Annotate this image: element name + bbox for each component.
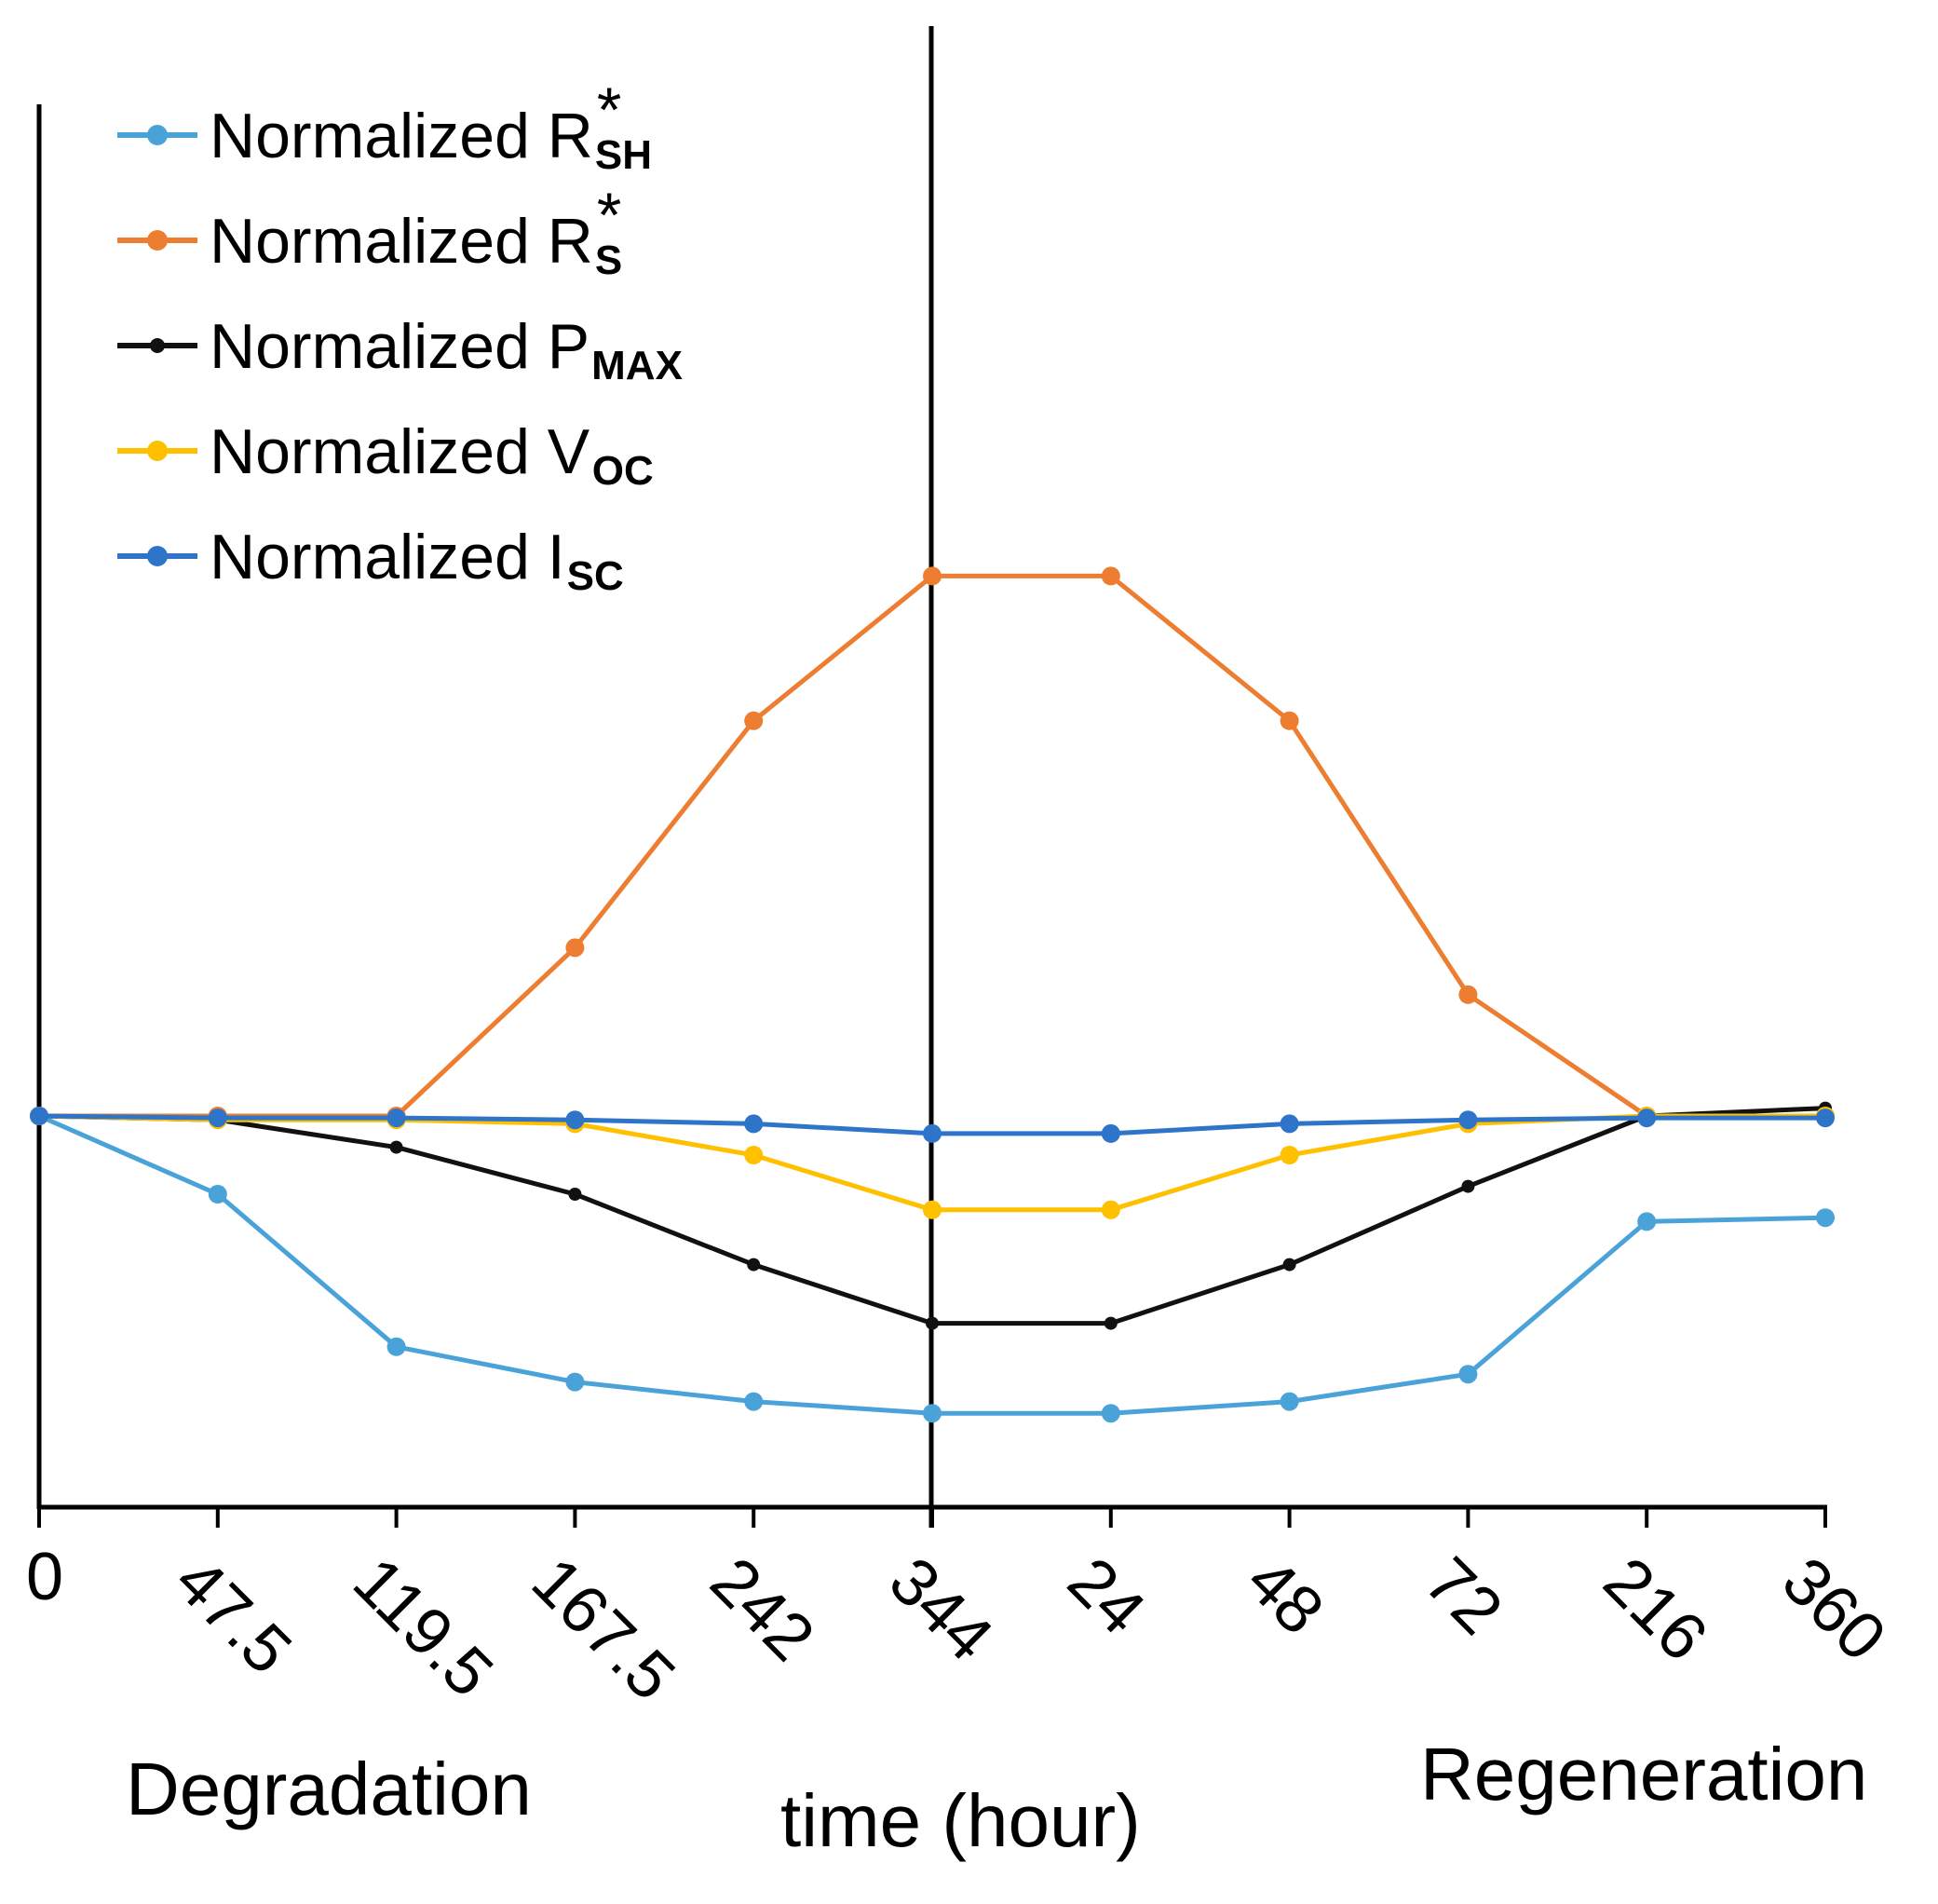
x-tick-label: 242 xyxy=(697,1544,829,1676)
legend-label: Normalized I xyxy=(210,522,565,592)
legend-subscript: SH xyxy=(595,132,652,178)
data-point xyxy=(744,1146,764,1164)
legend-marker xyxy=(147,125,168,145)
x-tick-label: 344 xyxy=(874,1544,1007,1676)
x-tick-label: 119.5 xyxy=(339,1544,507,1711)
section-label-degradation: Degradation xyxy=(126,1748,532,1830)
data-point xyxy=(923,1200,942,1219)
legend-superscript: * xyxy=(597,180,621,251)
legend-subscript: S xyxy=(595,238,622,283)
x-tick-label: 167.5 xyxy=(518,1544,689,1715)
data-point xyxy=(1282,1258,1296,1272)
data-point xyxy=(1816,1208,1835,1228)
section-label-regeneration: Regeneration xyxy=(1420,1733,1867,1816)
data-point xyxy=(1461,1179,1475,1193)
data-point xyxy=(1816,1108,1835,1128)
legend-label: Normalized R xyxy=(210,101,593,171)
data-point xyxy=(386,1108,406,1128)
data-point xyxy=(926,1316,939,1330)
legend-item: Normalized R *SH xyxy=(117,75,652,178)
data-point xyxy=(1458,1365,1478,1384)
legend-label: Normalized V xyxy=(210,416,590,487)
series-0 xyxy=(30,1107,1835,1423)
legend-subscript: SC xyxy=(567,553,624,599)
data-point xyxy=(1101,1200,1120,1219)
legend-marker xyxy=(147,441,168,461)
x-tick-label: 0 xyxy=(26,1540,63,1614)
data-point xyxy=(1280,1114,1299,1134)
x-tick-label: 47.5 xyxy=(160,1544,305,1689)
legend-subscript: MAX xyxy=(591,343,683,388)
data-point xyxy=(923,566,942,586)
legend-item: Normalized R *S xyxy=(117,180,622,283)
data-point xyxy=(1280,1146,1299,1164)
data-point xyxy=(565,1372,585,1392)
legend-item: Normalized P MAX xyxy=(117,311,683,388)
data-point xyxy=(747,1258,761,1272)
legend-item: Normalized V OC xyxy=(117,416,654,494)
x-tick-label: 216 xyxy=(1590,1544,1722,1676)
x-axis-title: time (hour) xyxy=(780,1779,1141,1862)
legend-marker xyxy=(147,230,168,251)
data-point xyxy=(389,1140,403,1154)
legend-marker xyxy=(150,338,165,353)
data-point xyxy=(1637,1108,1657,1128)
x-tick-label: 48 xyxy=(1232,1544,1337,1649)
data-point xyxy=(744,711,764,730)
data-point xyxy=(386,1337,406,1356)
legend-subscript: OC xyxy=(592,448,654,494)
data-point xyxy=(1637,1212,1657,1231)
legend-label: Normalized R xyxy=(210,206,593,277)
legend-label: Normalized P xyxy=(210,311,590,382)
data-point xyxy=(1101,1404,1120,1423)
data-point xyxy=(923,1123,942,1143)
data-point xyxy=(1101,1123,1120,1143)
series-layer xyxy=(30,566,1835,1423)
data-point xyxy=(568,1188,582,1201)
data-point xyxy=(923,1404,942,1423)
data-point xyxy=(208,1185,227,1204)
data-point xyxy=(30,1107,48,1125)
data-point xyxy=(565,1110,585,1130)
data-point xyxy=(1104,1316,1118,1330)
x-tick-label: 360 xyxy=(1768,1544,1900,1676)
data-point xyxy=(565,938,585,958)
data-point xyxy=(208,1108,227,1128)
data-point xyxy=(1280,711,1299,730)
data-point xyxy=(1458,1110,1478,1130)
legend-marker xyxy=(147,546,168,566)
x-tick-label: 24 xyxy=(1053,1544,1159,1649)
legend-superscript: * xyxy=(597,75,621,145)
data-point xyxy=(744,1114,764,1134)
series-4 xyxy=(30,1107,1835,1143)
legend-item: Normalized I SC xyxy=(117,522,624,599)
data-point xyxy=(1280,1392,1299,1411)
data-point xyxy=(1101,566,1120,586)
x-tick-label: 72 xyxy=(1411,1544,1516,1649)
x-ticks: 0 47.5 119.5 167.5 242 344 24 48 72 216 360 xyxy=(26,1507,1900,1715)
data-point xyxy=(1458,985,1478,1004)
data-point xyxy=(744,1392,764,1411)
